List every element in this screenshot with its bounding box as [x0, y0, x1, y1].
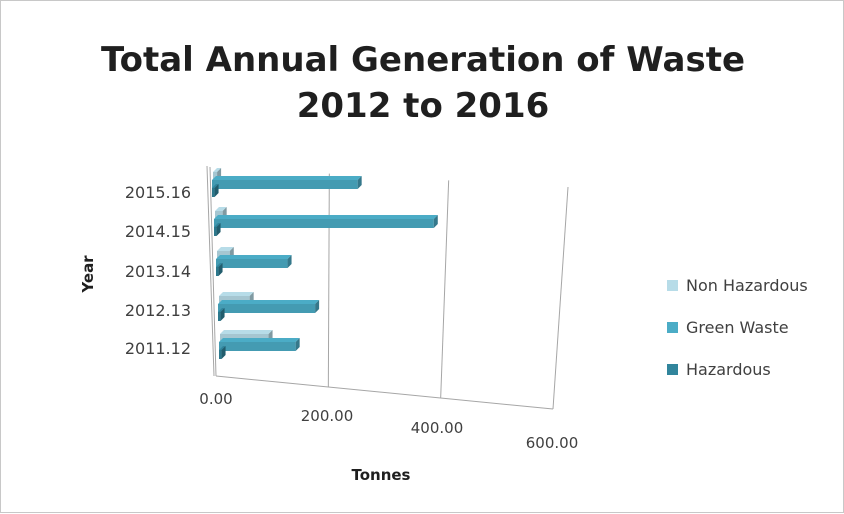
- bar-green-waste-2014-15: [214, 215, 438, 228]
- bar-hazardous-2015-16: [212, 184, 219, 197]
- chart-title-line-1: Total Annual Generation of Waste: [100, 40, 746, 80]
- legend-item-hazardous: Hazardous: [667, 358, 808, 380]
- y-axis-label: Year: [79, 255, 97, 293]
- bar-hazardous-2013-14: [216, 263, 223, 276]
- bar-hazardous-2012-13: [218, 308, 225, 321]
- bar-green-waste-2012-13: [218, 300, 320, 313]
- legend-swatch-non-hazardous: [667, 279, 678, 291]
- bar-hazardous-2011-12: [219, 346, 226, 359]
- bar-green-waste-2015-16: [212, 176, 362, 189]
- gridline-3: [552, 186, 569, 410]
- x-tick-label-200-00: 200.00: [301, 407, 354, 425]
- chart-title-line-2: 2012 to 2016: [296, 86, 550, 126]
- legend-swatch-green-waste: [667, 321, 678, 333]
- legend-item-non-hazardous: Non Hazardous: [667, 274, 808, 296]
- legend-item-green-waste: Green Waste: [667, 316, 808, 338]
- legend-label-non-hazardous: Non Hazardous: [686, 275, 808, 295]
- gridline-2: [440, 180, 450, 399]
- legend-label-hazardous: Hazardous: [686, 359, 771, 379]
- gridline-1: [327, 173, 330, 388]
- chart-legend: Non Hazardous Green Waste Hazardous: [667, 274, 808, 400]
- y-tick-label-2011-12: 2011.12: [125, 339, 191, 358]
- legend-swatch-hazardous: [667, 363, 678, 375]
- x-tick-label-0-00: 0.00: [199, 390, 232, 408]
- y-tick-label-2015-16: 2015.16: [125, 183, 191, 202]
- x-axis-floor-line: [215, 375, 554, 410]
- y-axis-line: [206, 165, 215, 377]
- chart-title: Total Annual Generation of Waste 2012 to…: [1, 37, 844, 129]
- y-tick-label-2013-14: 2013.14: [125, 262, 191, 281]
- y-tick-label-2012-13: 2012.13: [125, 301, 191, 320]
- bar-hazardous-2014-15: [214, 223, 221, 236]
- gridline-0: [209, 166, 217, 377]
- legend-label-green-waste: Green Waste: [686, 317, 789, 337]
- x-tick-label-400-00: 400.00: [411, 419, 464, 437]
- x-tick-label-600-00: 600.00: [526, 434, 579, 452]
- x-axis-label: Tonnes: [351, 466, 411, 484]
- y-tick-label-2014-15: 2014.15: [125, 222, 191, 241]
- bar-green-waste-2011-12: [219, 338, 300, 351]
- bar-green-waste-2013-14: [216, 255, 292, 268]
